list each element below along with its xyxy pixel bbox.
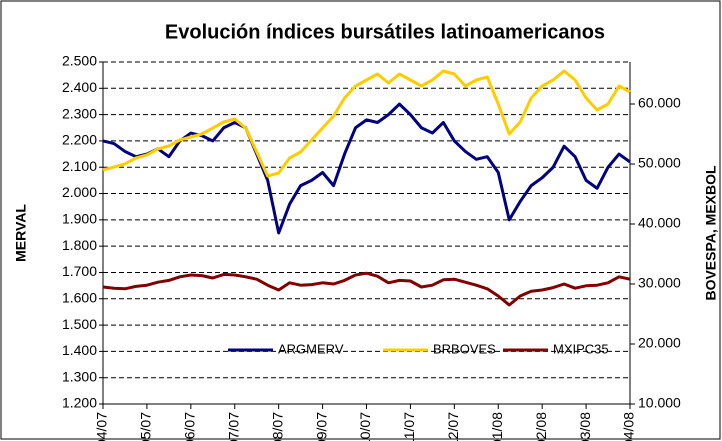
y2-tick-label: 20.000 (638, 335, 681, 351)
y2-tick-label: 10.000 (638, 395, 681, 411)
y-tick-label: 1.400 (62, 342, 97, 358)
x-tick-label: 07/07 (225, 412, 241, 441)
x-tick-label: 04/08 (621, 412, 637, 441)
y-tick-label: 1.800 (62, 237, 97, 253)
y-tick-label: 2.500 (62, 53, 97, 69)
legend-label: MXIPC35 (553, 341, 609, 356)
series-line (102, 69, 631, 178)
y2-tick-label: 60.000 (638, 95, 681, 111)
series-line (102, 271, 631, 307)
y2-tick-label: 30.000 (638, 275, 681, 291)
y2-axis-title: BOVESPA, MEXBOL (703, 165, 719, 301)
y-tick-label: 2.100 (62, 158, 97, 174)
y-tick-label: 1.300 (62, 368, 97, 384)
x-tick-label: 01/08 (489, 412, 505, 441)
y-axis-title: MERVAL (13, 204, 29, 262)
x-tick-label: 04/07 (94, 412, 110, 441)
y-tick-label: 1.200 (62, 395, 97, 411)
y-tick-label: 2.000 (62, 184, 97, 200)
chart-title: Evolución índices bursátiles latinoameri… (165, 21, 605, 43)
y-tick-label: 2.300 (62, 105, 97, 121)
y-tick-label: 1.600 (62, 289, 97, 305)
x-tick-label: 11/07 (401, 412, 417, 441)
y-tick-label: 1.900 (62, 211, 97, 227)
y-tick-label: 1.500 (62, 316, 97, 332)
y2-tick-label: 40.000 (638, 215, 681, 231)
y-tick-label: 2.200 (62, 132, 97, 148)
legend-label: ARGMERV (278, 341, 344, 356)
x-tick-label: 12/07 (445, 412, 461, 441)
x-tick-label: 05/07 (138, 412, 154, 441)
y2-tick-label: 50.000 (638, 155, 681, 171)
x-tick-label: 02/08 (533, 412, 549, 441)
x-tick-label: 03/08 (577, 412, 593, 441)
x-tick-label: 08/07 (269, 412, 285, 441)
x-tick-label: 06/07 (182, 412, 198, 441)
y-tick-label: 1.700 (62, 263, 97, 279)
x-tick-label: 10/07 (357, 412, 373, 441)
x-tick-label: 09/07 (313, 412, 329, 441)
legend-label: BRBOVES (433, 341, 496, 356)
series-line (102, 102, 631, 235)
y-tick-label: 2.400 (62, 79, 97, 95)
